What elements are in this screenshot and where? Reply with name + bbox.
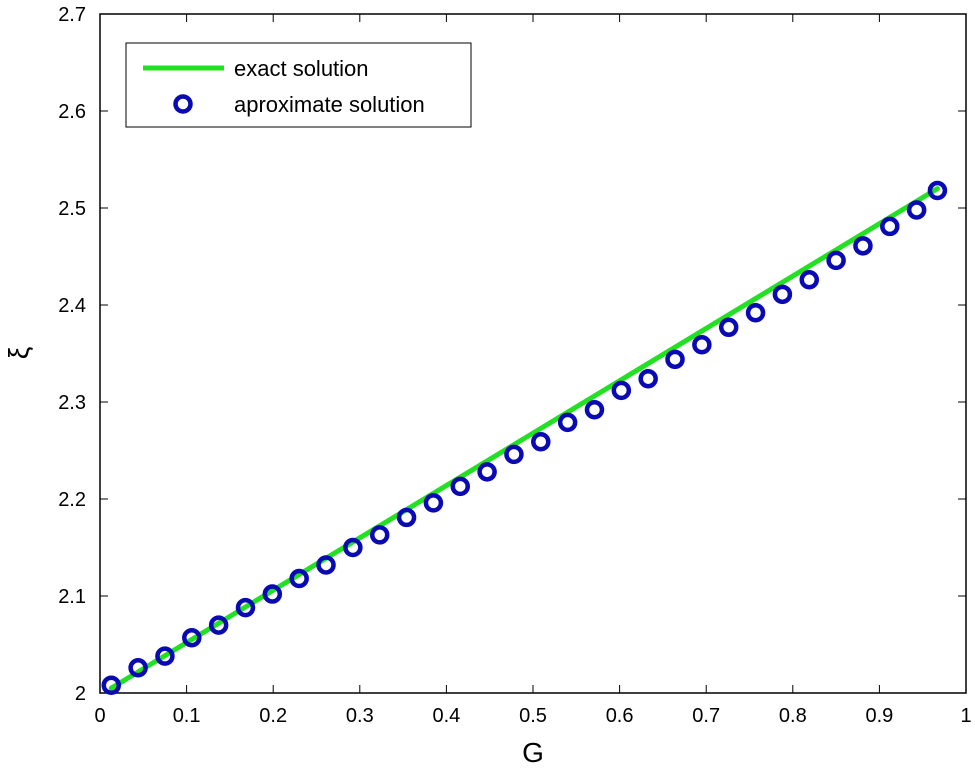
approx-solution-point bbox=[557, 412, 578, 433]
series-layer bbox=[101, 180, 948, 695]
x-tick-label: 0.3 bbox=[346, 705, 374, 727]
approx-solution-point bbox=[182, 627, 202, 648]
series-exact-solution-line bbox=[108, 186, 940, 691]
approx-solution-point bbox=[826, 250, 846, 271]
approx-solution-point bbox=[692, 335, 712, 355]
approx-solution-point bbox=[927, 180, 948, 201]
y-tick-label: 2.4 bbox=[58, 295, 86, 317]
y-tick-label: 2.3 bbox=[58, 392, 86, 414]
approx-solution-point bbox=[504, 444, 524, 465]
approx-solution-point bbox=[477, 462, 497, 482]
approx-solution-point bbox=[584, 400, 605, 420]
approx-solution-point bbox=[235, 597, 256, 618]
x-tick-label: 0.6 bbox=[606, 705, 634, 727]
approx-solution-point bbox=[101, 675, 122, 695]
approx-solution-point bbox=[880, 216, 900, 237]
y-tick-label: 2.7 bbox=[58, 4, 86, 26]
x-tick-label: 0 bbox=[94, 705, 105, 727]
approx-solution-point bbox=[396, 507, 417, 528]
approx-solution-point bbox=[718, 317, 739, 338]
y-tick-label: 2 bbox=[75, 683, 86, 705]
y-axis-label: ξ bbox=[3, 347, 34, 360]
approx-solution-point bbox=[262, 584, 283, 604]
x-tick-label: 0.7 bbox=[692, 705, 720, 727]
approx-solution-point bbox=[611, 380, 632, 401]
approx-solution-point bbox=[906, 200, 927, 220]
approx-solution-point bbox=[853, 236, 873, 256]
x-tick-label: 1 bbox=[960, 705, 971, 727]
x-axis-label: G bbox=[522, 737, 544, 768]
legend-label-exact: exact solution bbox=[234, 56, 369, 81]
y-tick-label: 2.6 bbox=[58, 101, 86, 123]
axis-ticks: 0 0.1 0.2 0.3 0.4 0.5 0.6 0.7 0.8 0.9 1 2 2.1 2.2 2.3 2… bbox=[58, 4, 971, 727]
approx-solution-point bbox=[745, 303, 766, 323]
x-tick-label: 0.4 bbox=[432, 705, 460, 727]
legend-circle-swatch bbox=[173, 94, 193, 114]
approx-solution-point bbox=[450, 476, 471, 497]
legend: exact solution aproximate solution bbox=[125, 42, 472, 128]
approx-solution-point bbox=[423, 493, 444, 513]
y-tick-label: 2.1 bbox=[58, 586, 86, 608]
approx-solution-point bbox=[343, 537, 363, 558]
approx-solution-point bbox=[369, 525, 390, 545]
x-tick-label: 0.5 bbox=[519, 705, 547, 727]
approx-solution-point bbox=[799, 270, 820, 290]
y-tick-label: 2.5 bbox=[58, 198, 86, 220]
y-tick-label: 2.2 bbox=[58, 489, 86, 511]
approx-solution-point bbox=[638, 368, 658, 389]
approx-solution-point bbox=[208, 615, 229, 635]
x-tick-label: 0.9 bbox=[865, 705, 893, 727]
approx-solution-point bbox=[772, 284, 793, 305]
approx-solution-point bbox=[316, 555, 336, 575]
approx-solution-point bbox=[289, 568, 309, 589]
x-tick-label: 0.8 bbox=[779, 705, 807, 727]
approx-solution-point bbox=[531, 432, 551, 452]
approx-solution-point bbox=[155, 646, 175, 666]
x-tick-label: 0.2 bbox=[259, 705, 287, 727]
legend-label-approx: aproximate solution bbox=[234, 92, 425, 117]
x-tick-label: 0.1 bbox=[173, 705, 201, 727]
approx-solution-point bbox=[128, 658, 148, 678]
approx-solution-point bbox=[665, 349, 685, 370]
